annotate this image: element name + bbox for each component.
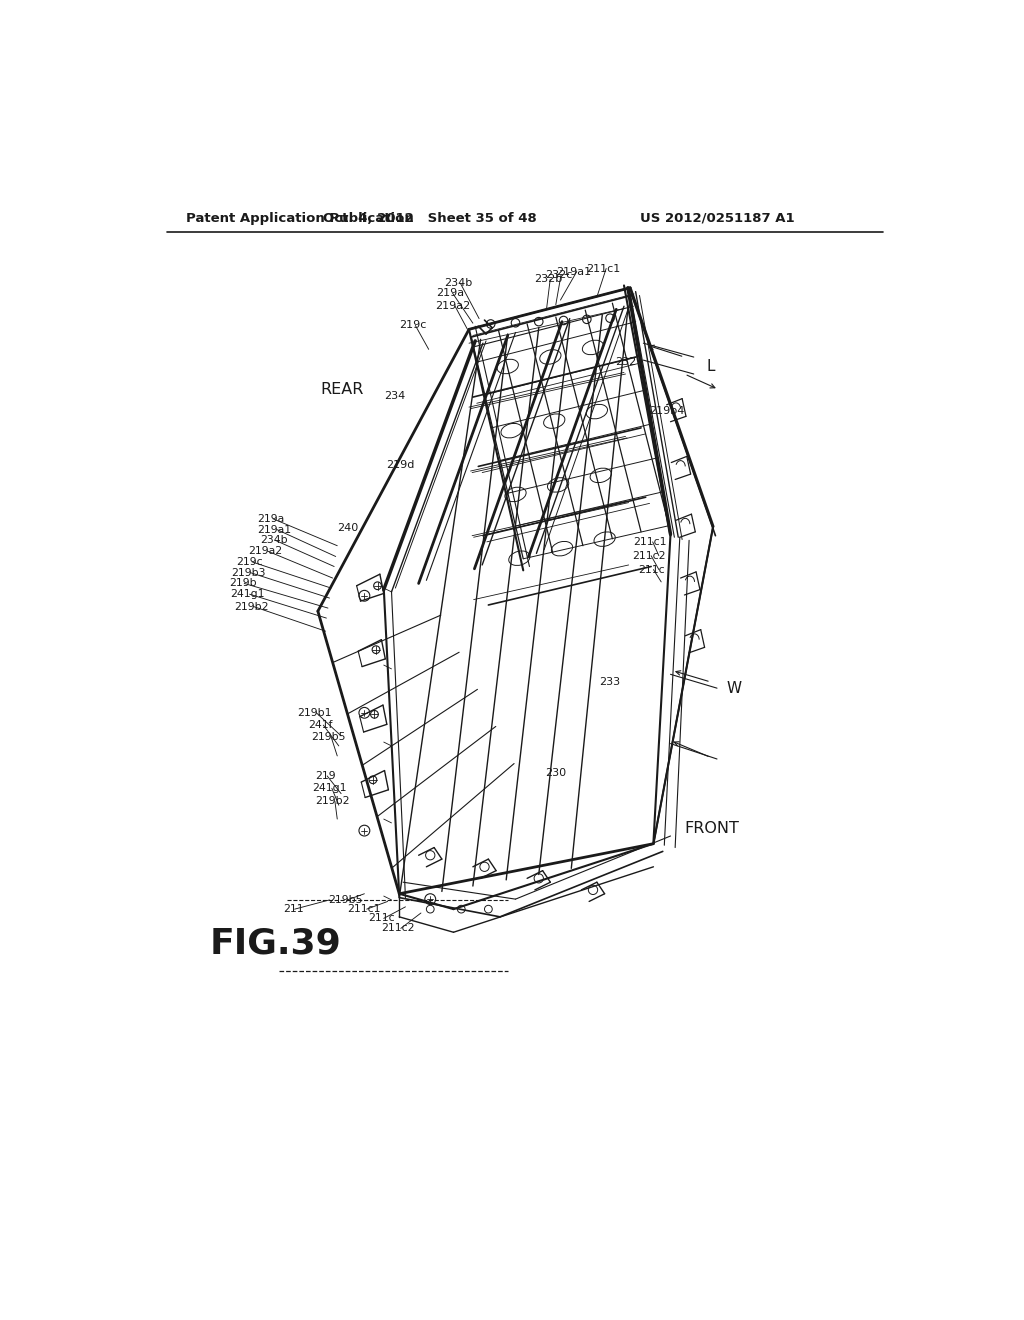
Text: 219a1: 219a1 xyxy=(557,267,592,277)
Text: 219b2: 219b2 xyxy=(234,602,268,611)
Text: 211c: 211c xyxy=(369,913,395,924)
Text: L: L xyxy=(707,359,715,374)
Text: 211c: 211c xyxy=(638,565,665,574)
Text: 219b: 219b xyxy=(228,578,256,589)
Text: 219b5: 219b5 xyxy=(328,895,362,906)
Text: 219b4: 219b4 xyxy=(649,407,684,416)
Text: 232: 232 xyxy=(614,358,636,367)
Text: 219b5: 219b5 xyxy=(311,731,346,742)
Text: 211: 211 xyxy=(283,904,304,915)
Text: REAR: REAR xyxy=(321,381,364,397)
Text: 219c: 219c xyxy=(399,321,427,330)
Text: 234b: 234b xyxy=(260,536,288,545)
Text: 219b3: 219b3 xyxy=(231,568,265,578)
Text: FIG.39: FIG.39 xyxy=(209,927,341,961)
Text: 241g1: 241g1 xyxy=(230,589,265,599)
Text: US 2012/0251187 A1: US 2012/0251187 A1 xyxy=(640,213,795,224)
Text: 241f: 241f xyxy=(308,721,333,730)
Text: FRONT: FRONT xyxy=(684,821,739,836)
Text: 234: 234 xyxy=(384,391,406,400)
Text: 230: 230 xyxy=(545,768,566,777)
Text: 234b: 234b xyxy=(444,279,472,288)
Text: 219c: 219c xyxy=(237,557,263,566)
Text: 219a: 219a xyxy=(436,288,465,298)
Text: 211c2: 211c2 xyxy=(381,924,415,933)
Text: 219a2: 219a2 xyxy=(248,546,283,556)
Text: 232b: 232b xyxy=(535,275,562,284)
Text: 219a1: 219a1 xyxy=(257,524,292,535)
Text: W: W xyxy=(726,681,741,696)
Text: 232c: 232c xyxy=(545,269,572,280)
Text: 241g1: 241g1 xyxy=(312,783,347,793)
Text: Oct. 4, 2012   Sheet 35 of 48: Oct. 4, 2012 Sheet 35 of 48 xyxy=(324,213,538,224)
Text: 240: 240 xyxy=(337,523,358,533)
Text: 211c1: 211c1 xyxy=(633,537,667,546)
Text: Patent Application Publication: Patent Application Publication xyxy=(186,213,414,224)
Text: 219a: 219a xyxy=(257,513,285,524)
Text: 233: 233 xyxy=(599,677,621,686)
Text: 211c1: 211c1 xyxy=(586,264,621,273)
Text: 219b1: 219b1 xyxy=(297,708,332,718)
Text: 219: 219 xyxy=(315,771,336,781)
Text: 211c2: 211c2 xyxy=(632,550,666,561)
Text: 219a2: 219a2 xyxy=(435,301,470,312)
Text: 219b2: 219b2 xyxy=(315,796,350,807)
Text: 219d: 219d xyxy=(386,459,415,470)
Text: 211c1: 211c1 xyxy=(347,904,381,915)
